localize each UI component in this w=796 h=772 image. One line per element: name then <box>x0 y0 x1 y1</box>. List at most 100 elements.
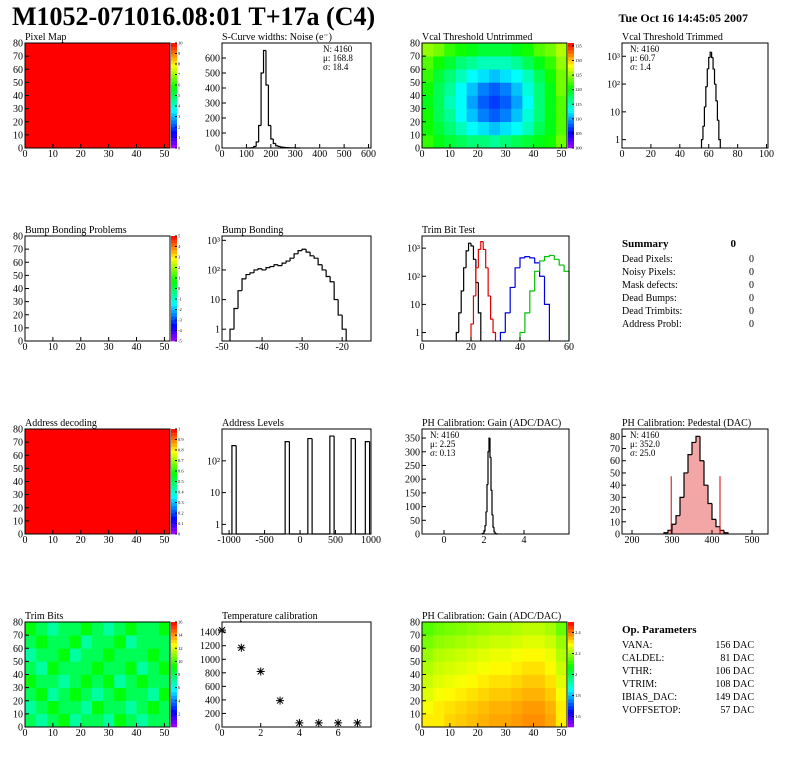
y-tick-label: 0 <box>415 530 420 541</box>
heat-cell <box>522 95 534 109</box>
color-bar-step <box>171 144 177 149</box>
histogram-bin <box>261 268 267 271</box>
star-marker <box>295 718 304 727</box>
color-bar-step <box>171 313 177 317</box>
color-bar-step <box>171 650 177 654</box>
y-tick-label: 0 <box>18 723 23 734</box>
heat-cell <box>477 69 490 83</box>
heat-cell <box>47 648 59 662</box>
heat-cell <box>522 622 534 636</box>
color-bar-step <box>568 678 574 682</box>
color-bar-step <box>568 716 574 721</box>
color-bar-step <box>171 285 177 289</box>
x-tick-label: 20 <box>473 149 483 160</box>
heat-cell <box>533 82 545 96</box>
heat-cell <box>136 635 148 649</box>
histogram-bin <box>301 248 307 251</box>
heat-cell <box>544 121 557 136</box>
histogram-fill <box>720 530 724 534</box>
histogram-bin <box>524 312 530 333</box>
heat-cell <box>47 713 59 728</box>
color-bar-step <box>171 130 177 135</box>
color-bar-step <box>171 471 177 475</box>
heat-cell <box>25 43 171 149</box>
heat-cell <box>114 674 126 688</box>
histogram-fill <box>700 460 704 534</box>
heat-cell <box>433 56 445 70</box>
heat-cell <box>522 56 534 70</box>
x-tick-label: 40 <box>675 149 685 160</box>
color-bar-step <box>171 699 177 703</box>
color-bar-label: 1 <box>178 276 180 281</box>
x-tick-label: 0 <box>220 728 225 739</box>
heat-cell <box>25 635 37 649</box>
x-tick-label: 0 <box>298 535 303 546</box>
y-tick-label: 10³ <box>607 52 620 63</box>
heat-cell <box>433 622 445 636</box>
histogram-bin <box>691 441 696 455</box>
heat-cell <box>511 713 523 728</box>
heat-cell <box>522 43 534 57</box>
color-bar-label: 2 <box>178 711 180 716</box>
color-bar-step <box>171 267 177 272</box>
heat-cell <box>488 635 501 649</box>
x-tick-label: 2 <box>482 535 487 546</box>
heat-cell <box>455 648 467 662</box>
heat-cell <box>422 661 434 675</box>
color-bar-step <box>171 292 177 296</box>
x-tick-label: 20 <box>76 342 86 353</box>
x-tick-label: 0 <box>23 149 28 160</box>
histogram-bin <box>272 139 276 145</box>
heat-cell <box>422 687 434 702</box>
color-bar-step <box>568 674 574 679</box>
color-bar-step <box>171 523 177 528</box>
heat-cell <box>488 700 501 715</box>
y-tick-label: 20 <box>610 505 620 516</box>
heat-cell <box>511 108 523 123</box>
heat-cell <box>444 43 456 57</box>
heat-cell <box>147 674 160 688</box>
heat-cell <box>488 69 501 83</box>
histogram-bin <box>475 267 479 296</box>
histogram-fill <box>676 515 680 534</box>
heat-cell <box>455 687 467 702</box>
color-bar-step <box>568 660 574 665</box>
color-bar-step <box>171 495 177 500</box>
heat-cell <box>455 700 467 715</box>
histogram-bin <box>249 272 255 275</box>
color-bar-step <box>171 709 177 714</box>
x-tick-label: 4 <box>297 728 302 739</box>
color-bar-step <box>171 629 177 633</box>
heat-cell <box>555 674 568 688</box>
color-bar-step <box>171 492 177 496</box>
histogram-fill <box>672 524 676 534</box>
heat-cell <box>511 82 523 96</box>
histogram-bin <box>329 276 335 283</box>
heat-cell <box>488 108 501 123</box>
color-bar-step <box>568 650 574 654</box>
heat-cell <box>544 95 557 109</box>
histogram-bin <box>281 262 287 266</box>
color-bar-label: 135 <box>575 43 583 48</box>
heat-cell <box>25 713 37 728</box>
heat-cell <box>80 674 93 688</box>
panel-title: Temperature calibration <box>222 611 318 622</box>
heat-cell <box>488 713 501 728</box>
color-bar-step <box>171 50 177 54</box>
color-bar-step <box>568 130 574 135</box>
histogram-bin <box>679 496 684 516</box>
heat-cell <box>36 713 48 728</box>
x-tick-label: 500 <box>745 535 760 546</box>
histogram-bin <box>277 264 283 267</box>
x-tick-label: 50 <box>159 342 169 353</box>
heat-cell <box>433 95 445 109</box>
table-value: 149 DAC <box>715 692 754 703</box>
stats-line: N: 4160 <box>630 430 660 440</box>
heat-cell <box>103 713 115 728</box>
table-value: 57 DAC <box>720 705 754 716</box>
color-bar-label: 4 <box>178 104 181 109</box>
heat-cell <box>522 134 534 149</box>
x-tick-label: 0 <box>23 342 28 353</box>
heat-cell <box>158 648 171 662</box>
x-tick-label: 10 <box>48 535 58 546</box>
